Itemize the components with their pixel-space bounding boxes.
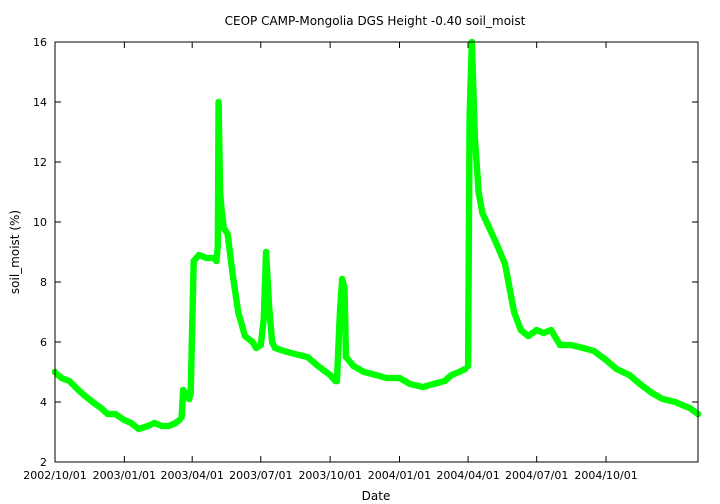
- y-tick-label: 14: [33, 96, 47, 109]
- y-tick-label: 10: [33, 216, 47, 229]
- y-axis-ticks: 2 4 6 8 10 12 14 16: [33, 36, 698, 469]
- x-axis-label: Date: [362, 489, 391, 503]
- y-tick-label: 2: [40, 456, 47, 469]
- data-points: [51, 38, 702, 433]
- x-tick-label: 2004/01/01: [368, 469, 431, 482]
- plot-frame: [54, 41, 699, 463]
- x-tick-label: 2004/07/01: [505, 469, 568, 482]
- y-tick-label: 8: [40, 276, 47, 289]
- y-tick-label: 16: [33, 36, 47, 49]
- y-tick-label: 6: [40, 336, 47, 349]
- chart-title: CEOP CAMP-Mongolia DGS Height -0.40 soil…: [225, 14, 526, 28]
- x-tick-label: 2003/04/01: [160, 469, 223, 482]
- y-axis-label: soil_moist (%): [8, 210, 22, 294]
- x-tick-label: 2002/10/01: [23, 469, 86, 482]
- y-tick-label: 12: [33, 156, 47, 169]
- x-tick-label: 2003/10/01: [298, 469, 361, 482]
- x-tick-label: 2004/10/01: [574, 469, 637, 482]
- x-tick-label: 2003/07/01: [229, 469, 292, 482]
- x-axis-ticks: 2002/10/01 2003/01/01 2003/04/01 2003/07/01…: [23, 42, 638, 482]
- x-tick-label: 2003/01/01: [93, 469, 156, 482]
- y-tick-label: 4: [40, 396, 47, 409]
- x-tick-label: 2004/04/01: [436, 469, 499, 482]
